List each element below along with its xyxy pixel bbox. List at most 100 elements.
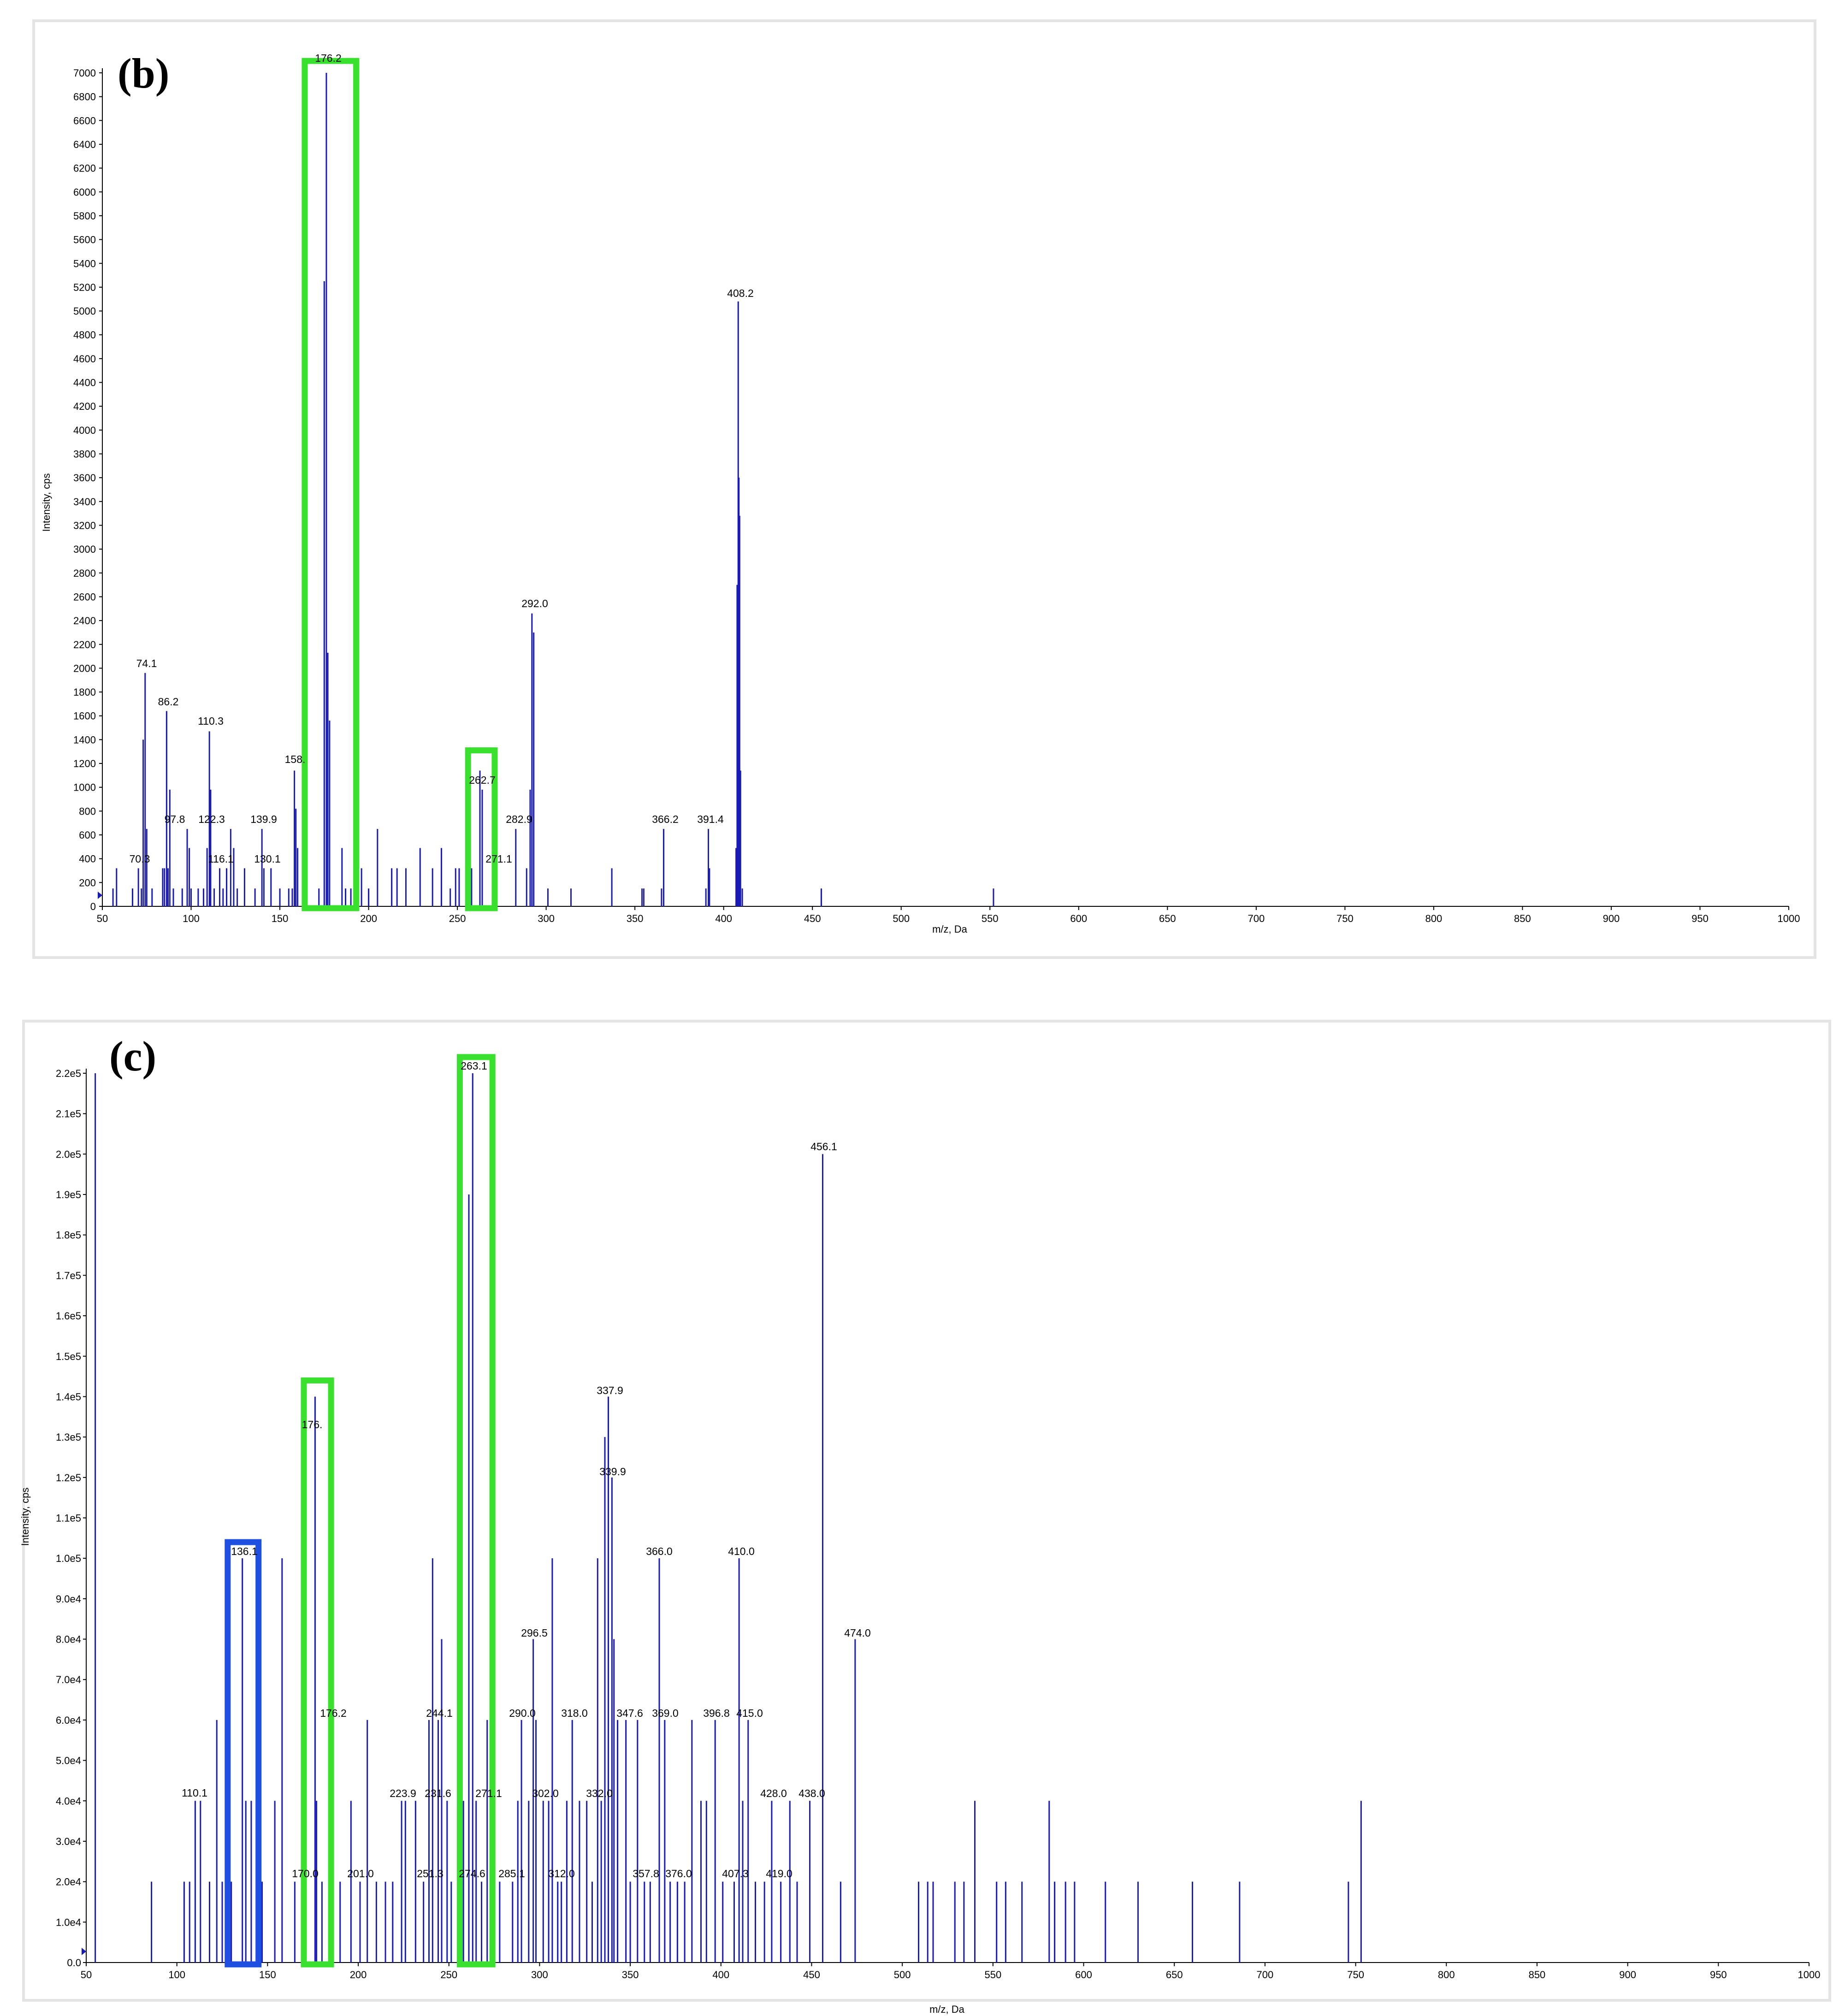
peak-annotation: 428.0 xyxy=(760,1787,787,1799)
y-tick-label: 4.0e4 xyxy=(56,1795,81,1807)
x-tick-label: 900 xyxy=(1619,1969,1636,1981)
y-tick-label: 1.4e5 xyxy=(56,1391,81,1402)
peak-annotation: 176.2 xyxy=(320,1707,347,1719)
y-tick-label: 1.0e5 xyxy=(56,1553,81,1564)
y-tick-label: 4000 xyxy=(73,425,96,436)
panel-b-x-axis-title: m/z, Da xyxy=(932,923,968,935)
y-tick-label: 1000 xyxy=(73,782,96,793)
x-tick-label: 300 xyxy=(538,913,555,924)
x-tick-label: 900 xyxy=(1603,913,1620,924)
x-tick-label: 800 xyxy=(1425,913,1443,924)
y-tick-label: 1.5e5 xyxy=(56,1351,81,1362)
panel-c-x-axis-title: m/z, Da xyxy=(929,2004,965,2015)
x-tick-label: 350 xyxy=(627,913,644,924)
peak-annotation: 139.9 xyxy=(250,813,277,825)
y-tick-label: 8.0e4 xyxy=(56,1634,81,1645)
highlight-box-green xyxy=(456,1054,496,1968)
panel-c-y-axis-title: Intensity, cps xyxy=(19,1488,31,1546)
y-tick-label: 3400 xyxy=(73,496,96,508)
peak-annotation: 170.0 xyxy=(292,1868,319,1880)
y-tick-label: 5800 xyxy=(73,210,96,222)
peak-annotation: 376.0 xyxy=(665,1868,692,1880)
y-tick-label: 1400 xyxy=(73,734,96,745)
x-tick-label: 250 xyxy=(449,913,466,924)
x-tick-label: 150 xyxy=(259,1969,276,1981)
x-tick-label: 350 xyxy=(622,1969,639,1981)
y-tick-label: 2800 xyxy=(73,568,96,579)
y-tick-label: 1.0e4 xyxy=(56,1916,81,1928)
y-tick-label: 800 xyxy=(79,805,96,817)
peak-annotation: 274.6 xyxy=(459,1868,485,1880)
highlight-box-blue xyxy=(225,1539,262,1968)
y-tick-label: 6400 xyxy=(73,139,96,150)
panel-b-y-axis-title: Intensity, cps xyxy=(41,473,52,532)
peak-annotation: 357.8 xyxy=(633,1868,659,1880)
peak-annotation: 244.1 xyxy=(426,1707,453,1719)
peak-annotation: 318.0 xyxy=(561,1707,588,1719)
peak-annotation: 201.0 xyxy=(347,1868,374,1880)
x-tick-label: 450 xyxy=(803,1969,820,1981)
x-tick-label: 1000 xyxy=(1798,1969,1821,1981)
y-tick-label: 4800 xyxy=(73,329,96,341)
x-tick-label: 600 xyxy=(1075,1969,1092,1981)
x-tick-label: 50 xyxy=(97,913,108,924)
peak-annotation: 366.0 xyxy=(646,1545,673,1557)
y-tick-label: 4200 xyxy=(73,401,96,412)
y-tick-label: 6.0e4 xyxy=(56,1714,81,1726)
x-tick-label: 300 xyxy=(531,1969,548,1981)
x-tick-label: 1000 xyxy=(1778,913,1800,924)
peak-annotation: 251.3 xyxy=(417,1868,444,1880)
y-tick-label: 6800 xyxy=(73,91,96,103)
peak-annotation: 369.0 xyxy=(652,1707,679,1719)
highlight-box-green xyxy=(301,1377,334,1968)
x-tick-label: 400 xyxy=(715,913,732,924)
peak-annotation: 136.1 xyxy=(231,1545,258,1557)
x-tick-label: 600 xyxy=(1070,913,1087,924)
x-tick-label: 450 xyxy=(804,913,821,924)
y-tick-label: 5.0e4 xyxy=(56,1755,81,1767)
y-tick-label: 5200 xyxy=(73,282,96,293)
x-tick-label: 100 xyxy=(183,913,200,924)
x-tick-label: 250 xyxy=(440,1969,457,1981)
peak-annotation: 176.2 xyxy=(315,52,342,64)
peak-annotation: 415.0 xyxy=(736,1707,763,1719)
y-tick-label: 3600 xyxy=(73,472,96,484)
y-tick-label: 6000 xyxy=(73,186,96,198)
peak-annotation: 347.6 xyxy=(616,1707,643,1719)
y-tick-label: 5000 xyxy=(73,306,96,317)
y-tick-label: 1.3e5 xyxy=(56,1431,81,1443)
highlight-box-green xyxy=(302,58,360,911)
peak-annotation: 263.1 xyxy=(461,1060,487,1072)
x-tick-label: 700 xyxy=(1248,913,1265,924)
peak-annotation: 438.0 xyxy=(798,1787,825,1799)
peak-annotation: 271.1 xyxy=(475,1787,502,1799)
y-tick-label: 5400 xyxy=(73,258,96,269)
y-tick-label: 2600 xyxy=(73,591,96,603)
y-tick-label: 6200 xyxy=(73,163,96,174)
x-tick-label: 950 xyxy=(1691,913,1709,924)
peak-annotation: 456.1 xyxy=(810,1141,837,1153)
peak-annotation: 391.4 xyxy=(697,813,724,825)
x-tick-label: 650 xyxy=(1166,1969,1183,1981)
peak-annotation: 410.0 xyxy=(728,1545,755,1557)
highlight-box-green xyxy=(465,747,498,911)
y-tick-label: 0 xyxy=(90,901,96,912)
y-tick-label: 1.7e5 xyxy=(56,1270,81,1281)
peak-annotation: 296.5 xyxy=(521,1627,548,1639)
peak-annotation: 408.2 xyxy=(727,287,754,299)
y-tick-label: 7.0e4 xyxy=(56,1674,81,1685)
x-tick-label: 700 xyxy=(1257,1969,1274,1981)
y-tick-label: 0.0 xyxy=(67,1957,81,1969)
y-tick-label: 1200 xyxy=(73,758,96,769)
x-tick-label: 950 xyxy=(1710,1969,1727,1981)
y-tick-label: 5600 xyxy=(73,234,96,246)
x-tick-label: 850 xyxy=(1529,1969,1546,1981)
peak-annotation: 158. xyxy=(285,753,306,765)
peak-annotation: 97.8 xyxy=(165,813,185,825)
panel-c-label: (c) xyxy=(109,1033,156,1080)
y-tick-label: 600 xyxy=(79,829,96,841)
peak-annotation: 231.6 xyxy=(425,1787,451,1799)
x-tick-label: 850 xyxy=(1514,913,1531,924)
y-tick-label: 3800 xyxy=(73,449,96,460)
